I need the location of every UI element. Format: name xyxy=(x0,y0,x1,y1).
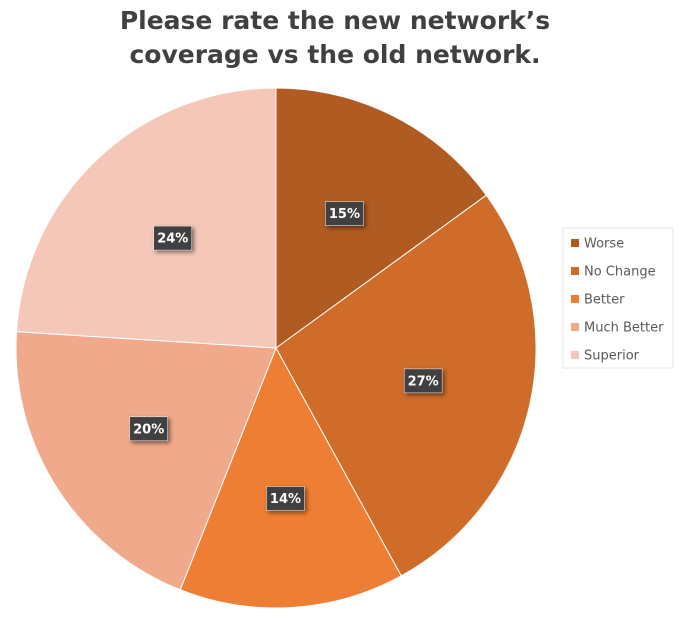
legend-swatch xyxy=(571,295,579,303)
data-label: 24% xyxy=(157,232,188,247)
legend-swatch xyxy=(571,323,579,331)
legend-swatch xyxy=(571,267,579,275)
data-label: 15% xyxy=(329,207,360,222)
data-label: 14% xyxy=(270,492,301,507)
data-label: 20% xyxy=(133,422,164,437)
pie-slice xyxy=(15,87,277,349)
chart-title: Please rate the new network’s coverage v… xyxy=(119,6,551,69)
data-label-box xyxy=(403,368,443,394)
legend-label: Superior xyxy=(584,349,640,364)
pie-slice xyxy=(275,87,488,349)
data-label-box xyxy=(266,486,305,511)
pie-slice xyxy=(179,346,402,609)
data-label-box xyxy=(153,225,193,251)
legend-label: Better xyxy=(584,293,625,308)
data-label-box xyxy=(129,416,168,442)
legend-label: No Change xyxy=(584,265,656,280)
legend-swatch xyxy=(571,239,579,247)
legend-swatch xyxy=(571,351,579,359)
legend-box xyxy=(562,227,674,369)
legend-label: Much Better xyxy=(584,321,664,336)
data-label-box xyxy=(325,201,364,226)
data-label: 27% xyxy=(408,374,439,389)
legend-label: Worse xyxy=(584,237,624,252)
pie-slice xyxy=(15,331,277,591)
